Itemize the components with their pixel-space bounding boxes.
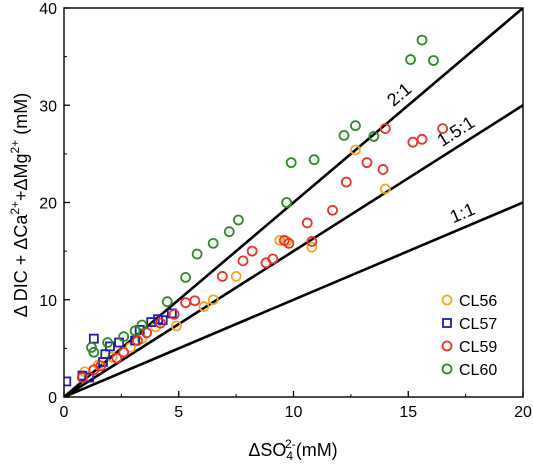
point-cl59 — [132, 335, 143, 346]
point-cl59 — [437, 123, 449, 134]
point-cl59 — [237, 255, 249, 267]
legend-marker-cl59 — [441, 340, 453, 352]
legend-label-cl57: CL57 — [459, 316, 497, 333]
point-cl59 — [76, 372, 88, 383]
y-axis-ticks: 0 10 20 30 40 — [39, 1, 70, 407]
x-tick-label: 15 — [399, 404, 417, 421]
point-cl57 — [157, 315, 168, 326]
point-cl59 — [141, 327, 153, 339]
legend-label-cl60: CL60 — [459, 362, 497, 379]
point-cl56 — [274, 235, 286, 246]
x-tick-label: 5 — [174, 404, 183, 421]
y-axis-label: Δ DIC + ΔCa2++ΔMg2+ (mM) — [8, 93, 31, 317]
legend-marker-cl60 — [441, 363, 453, 375]
point-cl60 — [118, 331, 130, 343]
point-cl59 — [306, 235, 318, 247]
y-tick-label: 20 — [39, 196, 57, 213]
point-cl59 — [283, 237, 295, 249]
x-axis-ticks: 0 5 10 15 20 — [60, 391, 532, 421]
data-points — [64, 34, 449, 387]
point-cl57 — [166, 308, 177, 319]
point-cl59 — [168, 308, 180, 320]
point-cl56 — [350, 144, 361, 156]
ref-line-2-1 — [64, 8, 523, 397]
ref-label-2-1: 2:1 — [383, 79, 415, 110]
legend: CL56 CL57 CL59 CL60 — [441, 293, 497, 379]
legend-label-cl59: CL59 — [459, 339, 497, 356]
point-cl60 — [223, 226, 235, 238]
point-cl59 — [379, 123, 391, 134]
x-tick-label: 20 — [514, 404, 532, 421]
point-cl56 — [198, 301, 210, 312]
point-cl59 — [111, 352, 123, 364]
point-cl59 — [216, 271, 228, 282]
reference-line-labels: 2:11.5:11:1 — [383, 79, 478, 227]
point-cl60 — [161, 296, 173, 308]
x-tick-label: 0 — [60, 404, 69, 421]
point-cl56 — [171, 320, 182, 332]
point-cl57 — [88, 333, 99, 344]
legend-marker-cl57 — [442, 318, 452, 328]
point-cl59 — [154, 317, 166, 329]
legend-marker-cl56 — [441, 294, 453, 306]
point-cl60 — [102, 337, 114, 348]
point-cl60 — [285, 157, 297, 169]
y-tick-label: 0 — [48, 390, 57, 407]
point-cl60 — [233, 214, 244, 226]
point-cl56 — [379, 183, 391, 195]
ref-line-1-1 — [64, 201, 523, 397]
point-cl60 — [338, 129, 350, 141]
point-cl59 — [340, 176, 352, 188]
point-cl59 — [180, 297, 192, 309]
point-cl57 — [84, 372, 95, 383]
point-cl59 — [327, 204, 338, 216]
y-tick-label: 30 — [39, 98, 57, 115]
point-cl60 — [308, 154, 320, 166]
point-cl57 — [64, 376, 72, 387]
point-cl60 — [350, 120, 361, 132]
point-cl59 — [407, 136, 419, 148]
point-cl59 — [301, 217, 313, 229]
point-cl59 — [95, 360, 107, 372]
point-cl56 — [207, 294, 219, 306]
x-axis-label: ΔSO42-(mM) — [248, 437, 337, 463]
point-cl60 — [88, 346, 100, 358]
point-cl60 — [368, 130, 380, 142]
point-cl56 — [230, 271, 242, 282]
ref-label-1-5-1: 1.5:1 — [434, 112, 479, 150]
point-cl60 — [207, 237, 219, 249]
point-cl59 — [189, 295, 201, 307]
point-cl56 — [306, 241, 318, 253]
point-cl57 — [114, 337, 124, 348]
point-cl60 — [405, 54, 416, 65]
legend-label-cl56: CL56 — [459, 293, 497, 310]
reference-lines — [64, 8, 523, 397]
point-cl59 — [118, 346, 130, 358]
point-cl59 — [377, 164, 389, 175]
point-cl60 — [191, 248, 203, 260]
y-tick-label: 40 — [39, 1, 57, 18]
ref-line-1-5-1 — [64, 104, 523, 397]
point-cl59 — [246, 245, 258, 257]
point-cl59 — [267, 253, 279, 265]
point-cl60 — [281, 197, 293, 208]
point-cl59 — [361, 157, 373, 169]
point-cl59 — [416, 133, 428, 145]
y-tick-label: 10 — [39, 293, 57, 310]
point-cl60 — [136, 319, 148, 331]
x-tick-label: 10 — [285, 404, 303, 421]
point-cl60 — [428, 55, 439, 66]
point-cl60 — [129, 325, 141, 337]
point-cl60 — [416, 34, 428, 46]
point-cl60 — [180, 271, 192, 283]
